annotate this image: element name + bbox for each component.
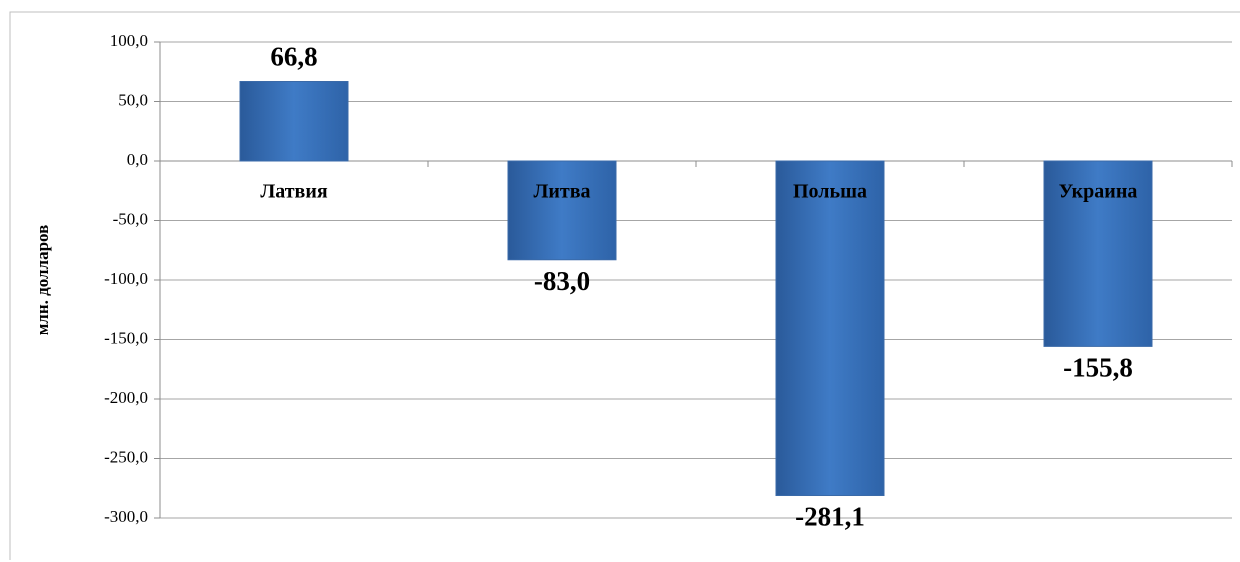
bar xyxy=(1043,160,1153,347)
y-tick-label: 50,0 xyxy=(118,90,148,109)
value-label: 66,8 xyxy=(270,42,317,72)
y-tick-label: -300,0 xyxy=(104,507,148,526)
bar xyxy=(775,160,885,497)
value-label: -83,0 xyxy=(534,266,590,296)
x-tick-label: Латвия xyxy=(260,181,328,203)
y-tick-label: 100,0 xyxy=(110,31,148,50)
x-tick-label: Польша xyxy=(793,181,867,203)
y-tick-label: -50,0 xyxy=(113,209,148,228)
y-tick-label: -200,0 xyxy=(104,388,148,407)
y-tick-label: -100,0 xyxy=(104,269,148,288)
x-tick-label: Литва xyxy=(533,181,590,203)
value-label: -155,8 xyxy=(1063,353,1133,383)
y-tick-label: 0,0 xyxy=(127,150,148,169)
chart-frame xyxy=(9,11,1240,560)
bar xyxy=(239,81,349,162)
y-tick-label: -150,0 xyxy=(104,328,148,347)
value-label: -281,1 xyxy=(795,502,865,532)
y-axis-label: млн. долларов xyxy=(33,225,52,336)
x-tick-label: Украина xyxy=(1059,181,1138,203)
bar xyxy=(507,160,617,261)
y-tick-label: -250,0 xyxy=(104,447,148,466)
